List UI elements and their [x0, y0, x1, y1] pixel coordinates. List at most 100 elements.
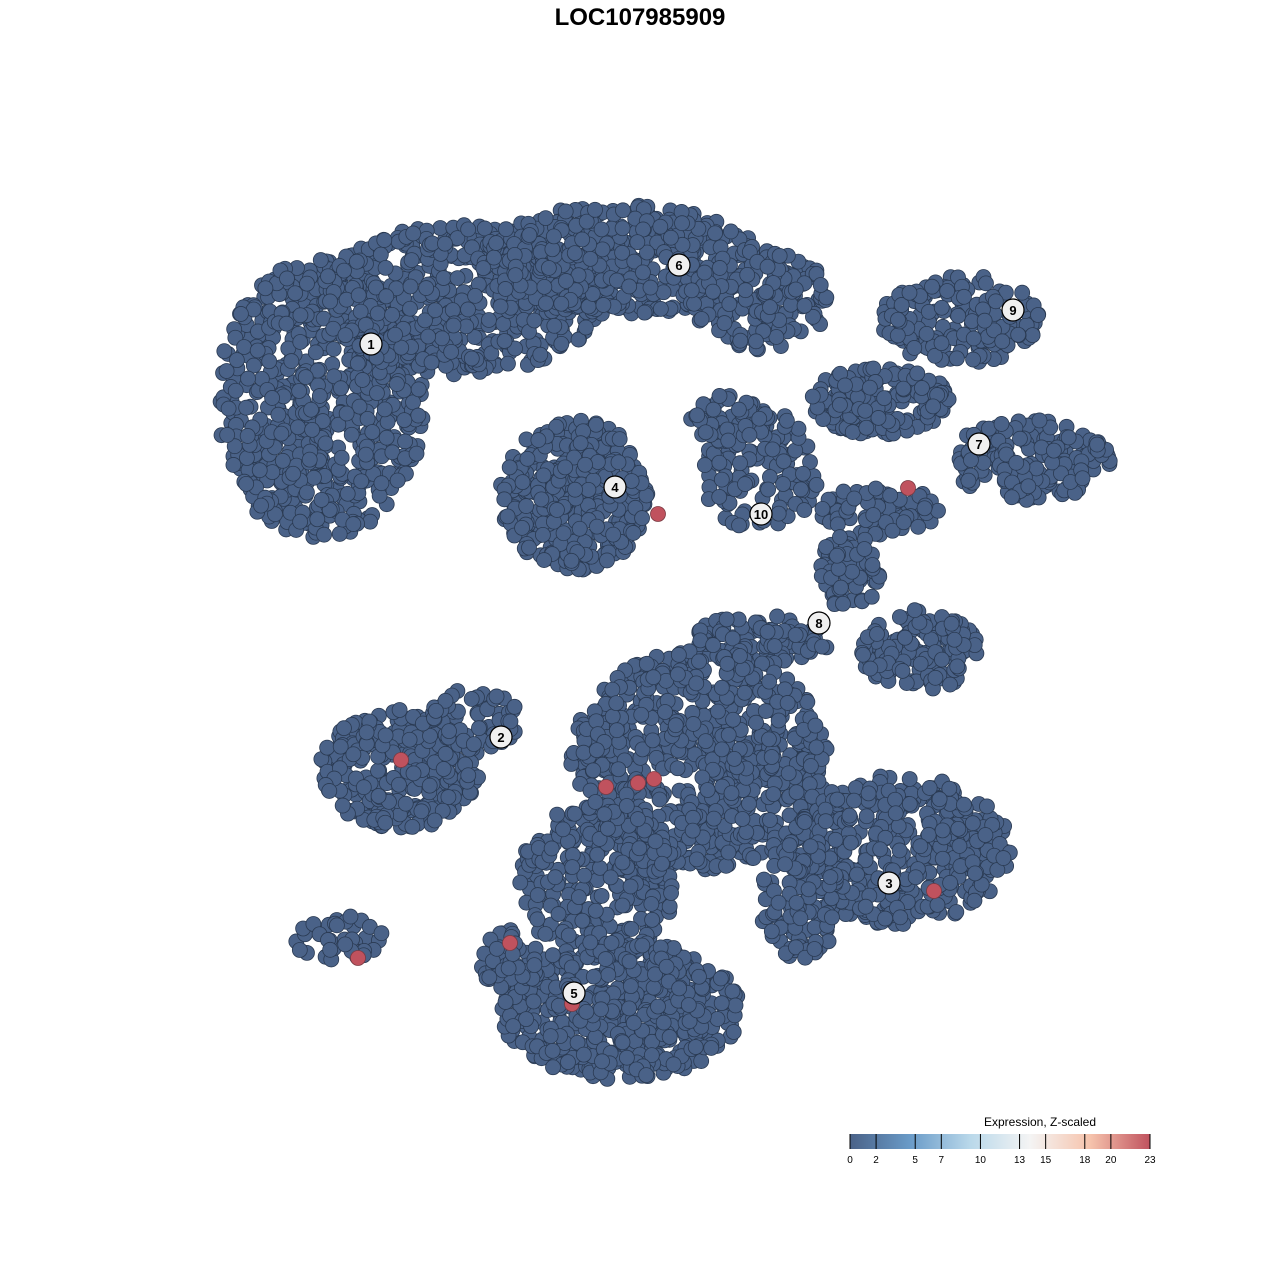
- cell-point: [710, 703, 726, 720]
- cell-point: [631, 840, 648, 857]
- cell-point: [500, 355, 516, 372]
- cell-point: [1003, 489, 1020, 506]
- cell-point: [948, 904, 965, 920]
- cell-point: [832, 396, 848, 413]
- cell-point: [949, 658, 966, 675]
- cell-point: [408, 445, 425, 462]
- cell-point: [711, 260, 728, 276]
- cell-point: [643, 896, 660, 912]
- cell-point: [518, 498, 535, 514]
- cell-point: [444, 302, 461, 319]
- cell-point: [563, 552, 580, 569]
- cell-point: [292, 334, 309, 350]
- cell-point: [410, 381, 427, 398]
- cell-point: [589, 454, 606, 470]
- cell-point: [337, 327, 354, 344]
- cell-point: [669, 760, 686, 777]
- cell-point: [736, 684, 753, 701]
- cell-point: [287, 285, 304, 302]
- cell-point: [693, 311, 710, 327]
- cell-point: [882, 487, 899, 504]
- cell-point: [497, 281, 514, 297]
- cell-point: [763, 749, 780, 765]
- cell-point: [780, 765, 797, 782]
- cell-point: [925, 398, 941, 415]
- cell-point: [270, 406, 287, 423]
- cell-point: [618, 798, 635, 814]
- cell-point: [764, 441, 781, 458]
- cell-point: [732, 332, 749, 349]
- cell-point: [326, 368, 342, 385]
- cell-point: [567, 481, 583, 498]
- cell-point: [545, 228, 562, 245]
- cell-point: [239, 428, 256, 444]
- cell-point: [313, 491, 330, 508]
- cell-point: [718, 611, 735, 628]
- cell-point: [837, 377, 853, 394]
- cell-point: [264, 390, 281, 406]
- cell-point: [532, 346, 549, 363]
- cell-point: [292, 513, 309, 530]
- cell-point: [566, 805, 583, 822]
- cell-point: [889, 327, 906, 344]
- cell-point: [610, 761, 627, 778]
- cell-point: [636, 304, 653, 321]
- cell-point: [869, 626, 885, 642]
- cell-point: [225, 457, 242, 473]
- cell-point: [1024, 327, 1041, 344]
- cell-point: [696, 457, 713, 473]
- cell-point: [802, 758, 819, 774]
- cell-point: [723, 785, 740, 802]
- cell-point: [304, 421, 321, 438]
- cell-point: [688, 675, 705, 692]
- cell-point: [373, 475, 390, 492]
- cell-point: [644, 732, 661, 749]
- cell-point: [864, 557, 881, 573]
- cell-point: [377, 727, 394, 744]
- cell-point: [766, 638, 783, 655]
- cell-point: [611, 431, 628, 448]
- cell-point: [1074, 470, 1091, 487]
- cell-point: [890, 311, 906, 328]
- cell-point: [299, 275, 315, 292]
- cell-point: [610, 454, 627, 471]
- cell-point: [220, 400, 237, 417]
- cell-point: [555, 525, 572, 542]
- cell-point: [402, 300, 418, 317]
- cell-point: [460, 301, 476, 318]
- cell-point: [829, 547, 845, 564]
- cell-point: [492, 298, 509, 315]
- cell-point: [615, 202, 631, 219]
- cell-point: [550, 906, 567, 922]
- cell-point: [488, 688, 505, 705]
- cell-point: [577, 456, 593, 473]
- cell-point: [465, 736, 482, 753]
- cell-point: [332, 380, 349, 397]
- cell-point: [521, 539, 537, 556]
- cell-point: [345, 516, 362, 532]
- cell-point: [285, 465, 302, 482]
- cell-point: [599, 820, 616, 837]
- cell-point: [863, 588, 880, 605]
- cell-point: [553, 295, 570, 312]
- cell-point: [463, 691, 480, 707]
- cell-point: [788, 784, 805, 801]
- cell-point: [688, 851, 705, 868]
- cell-point: [378, 288, 395, 305]
- cell-point: [605, 526, 622, 543]
- cell-point: [317, 435, 334, 452]
- points-layer: [212, 197, 1118, 1087]
- cell-point: [249, 342, 266, 359]
- cell-point: [829, 791, 846, 808]
- cell-point: [238, 475, 255, 492]
- cell-point: [370, 762, 386, 779]
- cell-point: [352, 303, 369, 320]
- cell-point: [994, 333, 1011, 350]
- cell-point: [720, 726, 737, 743]
- cell-point: [427, 302, 444, 319]
- cell-point: [757, 703, 774, 719]
- cell-point: [507, 267, 524, 284]
- cell-point: [683, 282, 700, 299]
- cell-point: [364, 424, 381, 440]
- cell-point: [901, 284, 918, 301]
